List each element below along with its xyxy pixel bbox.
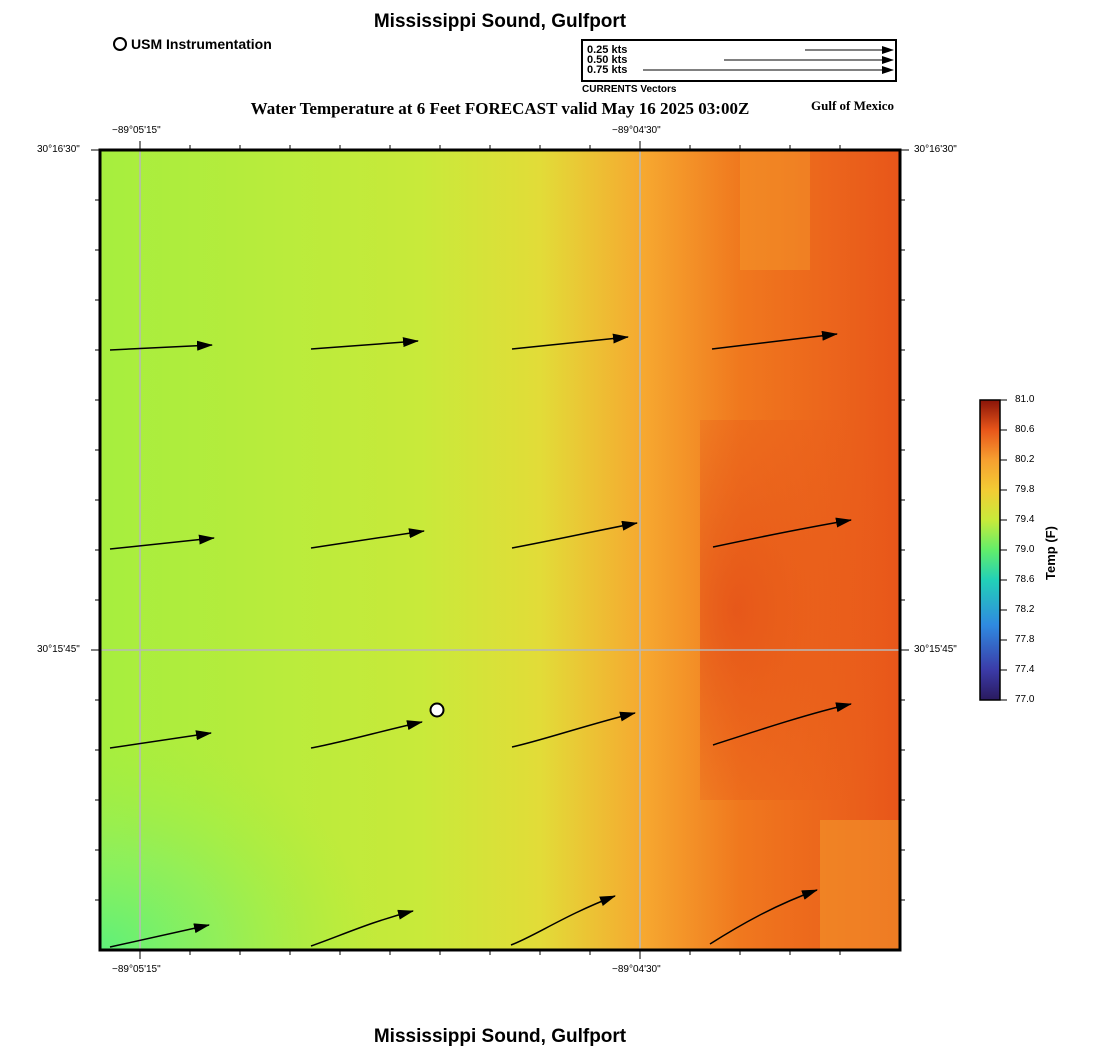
colorbar-tick-label: 77.8 <box>1015 634 1035 645</box>
colorbar-ticks <box>1000 399 1007 701</box>
colorbar-tick-label: 77.4 <box>1015 664 1035 675</box>
current-vector <box>712 517 852 548</box>
lat-label-left-2: 30°15'45" <box>37 644 80 655</box>
colorbar-tick-label: 79.0 <box>1015 544 1035 555</box>
colorbar-tick-label: 78.6 <box>1015 574 1035 585</box>
lat-label-left-1: 30°16'30" <box>37 144 80 155</box>
vector-legend-caption: CURRENTS Vectors <box>582 84 677 95</box>
colorbar-tick-label: 79.4 <box>1015 514 1035 525</box>
current-vector <box>109 340 213 351</box>
current-vector <box>511 711 636 748</box>
current-vector <box>511 520 638 549</box>
current-vector <box>511 333 629 350</box>
station-legend-label: USM Instrumentation <box>131 36 272 52</box>
station-legend: USM Instrumentation <box>113 36 272 52</box>
current-vector <box>310 528 425 549</box>
colorbar-tick-label: 80.6 <box>1015 424 1035 435</box>
current-vector <box>310 337 419 350</box>
current-vector <box>109 730 212 749</box>
footer-title: Mississippi Sound, Gulfport <box>373 1026 627 1047</box>
colorbar-tick-label: 77.0 <box>1015 694 1035 705</box>
colorbar-tick-label: 81.0 <box>1015 394 1035 405</box>
current-vector <box>712 702 852 746</box>
graticule <box>100 150 900 950</box>
lon-label-bottom-1: −89°05'15" <box>112 964 161 975</box>
current-vector <box>711 330 838 350</box>
current-vector <box>510 895 616 946</box>
vector-legend-arrows <box>643 46 894 74</box>
colorbar <box>979 399 1001 701</box>
lat-label-right-1: 30°16'30" <box>914 144 957 155</box>
colorbar-tick-label: 79.8 <box>1015 484 1035 495</box>
vector-legend-item: 0.25 kts <box>587 44 628 56</box>
vector-legend: 0.25 kts 0.50 kts 0.75 kts <box>581 39 897 82</box>
lon-label-bottom-2: −89°04'30" <box>612 964 661 975</box>
colorbar-tick-label: 80.2 <box>1015 454 1035 465</box>
region-label: Gulf of Mexico <box>811 98 895 113</box>
current-vectors <box>109 330 852 948</box>
forecast-subtitle: Water Temperature at 6 Feet FORECAST val… <box>250 99 750 118</box>
lat-label-right-2: 30°15'45" <box>914 644 957 655</box>
current-vector <box>109 923 210 948</box>
colorbar-title: Temp (F) <box>1043 526 1058 580</box>
usm-station-marker <box>429 702 445 718</box>
lon-label-top-2: −89°04'30" <box>612 125 661 136</box>
colorbar-tick-label: 78.2 <box>1015 604 1035 615</box>
frame-ticks <box>91 141 909 959</box>
vector-legend-item: 0.75 kts <box>587 64 628 76</box>
current-vector <box>310 720 423 749</box>
map-title: Mississippi Sound, Gulfport <box>373 11 627 32</box>
current-vector <box>109 534 215 550</box>
lon-label-top-1: −89°05'15" <box>112 125 161 136</box>
current-vector <box>310 909 414 947</box>
station-marker-icon <box>113 37 127 51</box>
temperature-field <box>100 150 900 950</box>
current-vector <box>709 889 818 945</box>
vector-legend-item: 0.50 kts <box>587 54 628 66</box>
